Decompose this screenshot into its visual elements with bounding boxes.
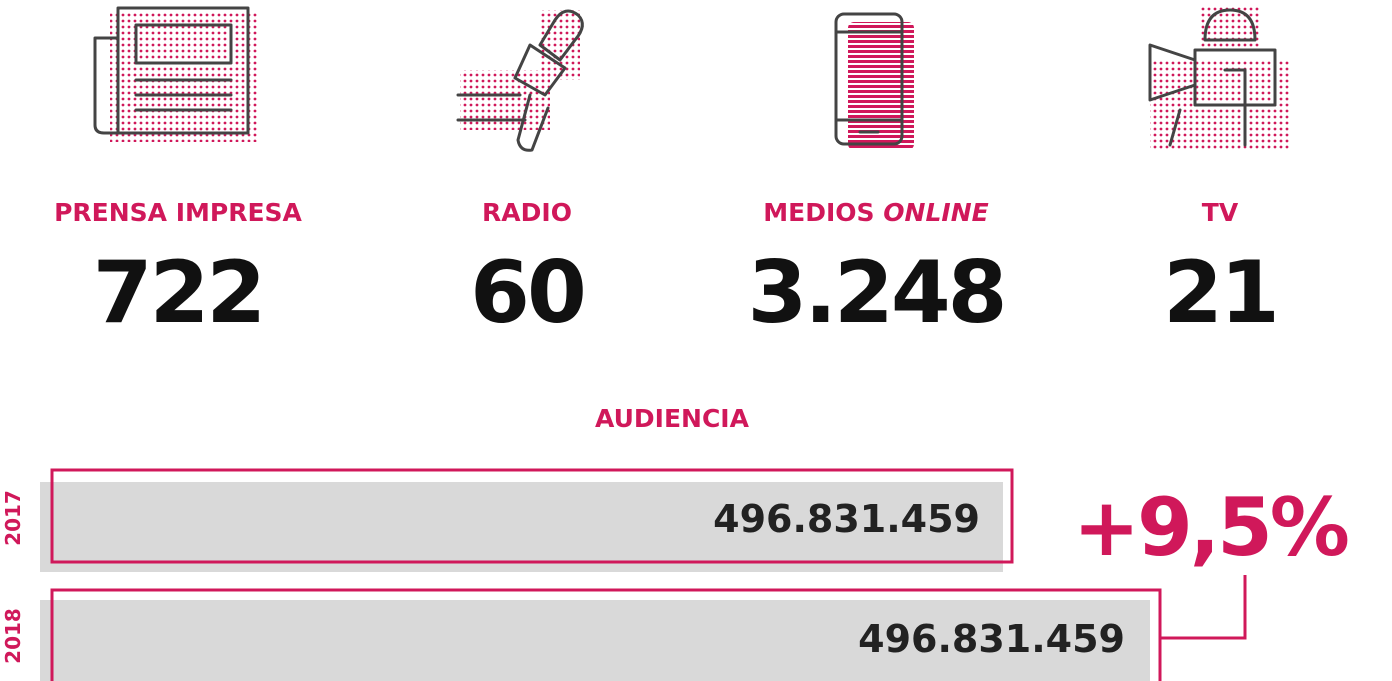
media-label-emphasis: ONLINE [883, 198, 988, 227]
tv-camera-icon [1148, 5, 1290, 150]
year-label: 2017 [1, 490, 25, 546]
media-label-text: RADIO [482, 198, 572, 227]
media-value: 3.248 [747, 243, 1004, 343]
bar-outline [50, 468, 1014, 564]
media-label-text: PRENSA IMPRESA [54, 198, 302, 227]
year-label: 2018 [1, 608, 25, 664]
bar-fill [40, 482, 1003, 572]
audience-title: AUDIENCIA [595, 404, 750, 433]
microphone-icon [456, 9, 584, 152]
media-value: 60 [470, 243, 584, 343]
media-label-text: TV [1202, 198, 1239, 227]
media-label: PRENSA IMPRESA [54, 198, 302, 227]
media-label: RADIO [482, 198, 572, 227]
media-columns: PRENSA IMPRESA 722 RADIO 60 MEDIOS ONLINE 3.2… [54, 198, 1280, 343]
media-label-text: MEDIOS [763, 198, 874, 227]
newspaper-icon [93, 6, 258, 142]
bar-fill [40, 600, 1150, 681]
media-label: MEDIOS ONLINE [763, 198, 988, 227]
bar-value: 496.831.459 [858, 617, 1125, 661]
media-value: 722 [93, 243, 264, 343]
change-label: +9,5% [1073, 481, 1348, 574]
media-label: TV [1202, 198, 1239, 227]
connector [1160, 575, 1247, 640]
phone-icon [834, 12, 914, 150]
media-value: 21 [1163, 243, 1277, 343]
bar-value: 496.831.459 [713, 497, 980, 541]
